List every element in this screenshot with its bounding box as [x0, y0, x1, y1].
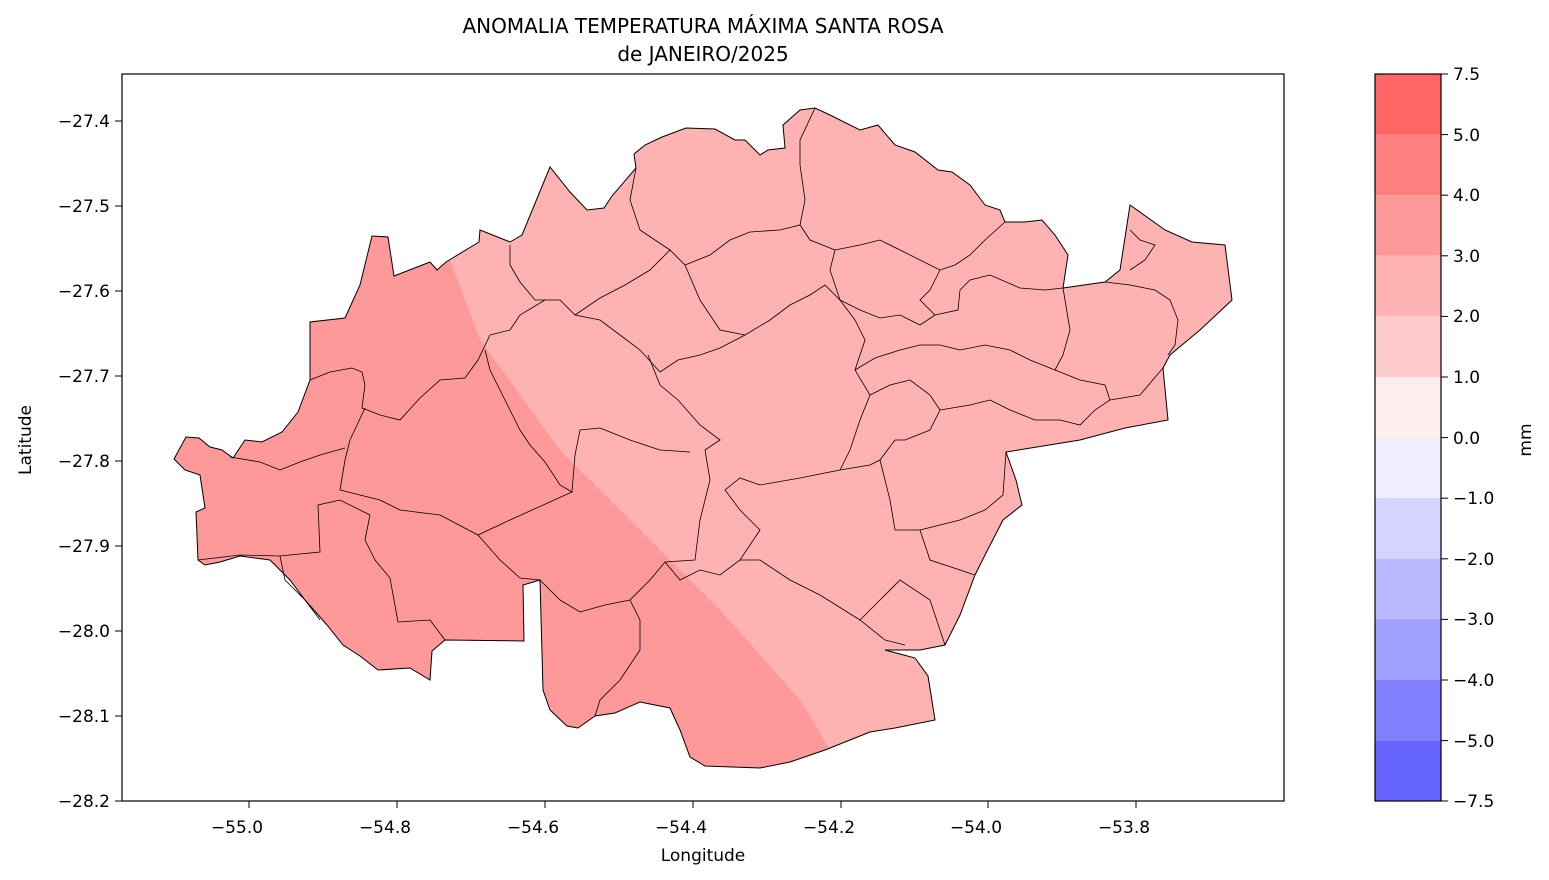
boundary-line	[197, 499, 371, 561]
x-axis-label: Longitude	[661, 846, 746, 866]
y-tick-label: −27.4	[58, 112, 110, 132]
boundary-line	[740, 559, 906, 646]
y-tick-label: −28.2	[58, 792, 110, 812]
anomaly-field	[174, 108, 1232, 768]
colorbar-band	[1375, 316, 1441, 377]
colorbar-tick-label: 0.0	[1453, 429, 1480, 449]
boundary-line	[879, 451, 1007, 531]
municipality-boundaries	[197, 107, 1179, 717]
boundary-line	[629, 167, 671, 251]
boundary-line	[919, 269, 941, 316]
colorbar-band	[1375, 74, 1441, 135]
boundary-line	[364, 514, 446, 641]
boundary-line	[854, 287, 1071, 371]
y-tick-label: −28.0	[58, 622, 110, 642]
boundary-line	[664, 439, 896, 581]
x-tick-label: −54.8	[359, 818, 411, 838]
boundary-line	[229, 447, 346, 471]
y-tick-label: −28.1	[58, 707, 110, 727]
boundary-line	[1109, 367, 1164, 401]
y-tick-label: −27.9	[58, 537, 110, 557]
boundary-line	[834, 221, 1006, 271]
colorbar-tick-label: −5.0	[1453, 732, 1494, 752]
boundary-line	[684, 224, 836, 266]
x-tick-label: −54.0	[950, 818, 1002, 838]
y-tick-label: −27.7	[58, 367, 110, 387]
colorbar-tick-label: 4.0	[1453, 186, 1480, 206]
colorbar-band	[1375, 498, 1441, 559]
colorbar-tick-label: −4.0	[1453, 671, 1494, 691]
y-axis-label: Latitude	[16, 405, 36, 475]
colorbar-band	[1375, 437, 1441, 499]
y-tick-label: −27.5	[58, 197, 110, 217]
chart-title-line2: de JANEIRO/2025	[617, 42, 788, 66]
colorbar-band	[1375, 134, 1441, 196]
colorbar-band	[1375, 377, 1441, 438]
x-tick-label: −53.8	[1098, 818, 1150, 838]
x-tick-label: −54.6	[507, 818, 559, 838]
boundary-line	[539, 354, 721, 613]
chart-title-line1: ANOMALIA TEMPERATURA MÁXIMA SANTA ROSA	[462, 14, 943, 38]
colorbar-band	[1375, 740, 1441, 801]
boundary-line	[1104, 281, 1179, 356]
boundary-line	[279, 555, 321, 621]
boundary-line	[309, 334, 491, 421]
boundary-line	[919, 529, 976, 576]
plot-frame	[121, 73, 1285, 802]
colorbar-tick-label: 2.0	[1453, 307, 1480, 327]
colorbar-tick-label: −1.0	[1453, 489, 1494, 509]
colorbar-tick-label: −2.0	[1453, 550, 1494, 570]
colorbar-tick-label: 1.0	[1453, 368, 1480, 388]
colorbar-band	[1375, 255, 1441, 317]
colorbar-tick-label: 5.0	[1453, 126, 1480, 146]
colorbar-unit-label: mm	[1516, 423, 1536, 456]
x-tick-label: −54.4	[655, 818, 707, 838]
colorbar-tick-label: −7.5	[1453, 792, 1494, 812]
x-axis: −55.0 −54.8 −54.6 −54.4 −54.2 −54.0 −53.…	[211, 801, 1150, 866]
colorbar: 7.5 5.0 4.0 3.0 2.0 1.0 0.0 −1.0 −2.0 −3…	[1374, 65, 1536, 812]
colorbar-tick-label: 3.0	[1453, 247, 1480, 267]
boundary-line	[509, 245, 661, 373]
colorbar-tick-label: −3.0	[1453, 610, 1494, 630]
colorbar-band	[1375, 558, 1441, 620]
colorbar-band	[1375, 680, 1441, 741]
boundary-line	[571, 427, 691, 493]
boundary-line	[939, 369, 1111, 426]
boundary-line	[594, 599, 641, 717]
colorbar-band	[1375, 195, 1441, 256]
boundary-line	[799, 107, 816, 226]
y-tick-label: −27.6	[58, 282, 110, 302]
x-tick-label: −54.2	[803, 818, 855, 838]
boundary-line	[1129, 229, 1156, 271]
x-tick-label: −55.0	[211, 818, 263, 838]
y-axis: −27.4 −27.5 −27.6 −27.7 −27.8 −27.9 −28.…	[16, 112, 122, 812]
boundary-line	[489, 299, 546, 336]
boundary-line	[659, 284, 871, 471]
boundary-line	[859, 579, 946, 646]
boundary-line	[339, 349, 573, 536]
boundary-line	[869, 379, 941, 441]
boundary-line	[477, 534, 541, 581]
colorbar-tick-label: 7.5	[1453, 65, 1480, 85]
y-tick-label: −27.8	[58, 452, 110, 472]
colorbar-band	[1375, 619, 1441, 680]
